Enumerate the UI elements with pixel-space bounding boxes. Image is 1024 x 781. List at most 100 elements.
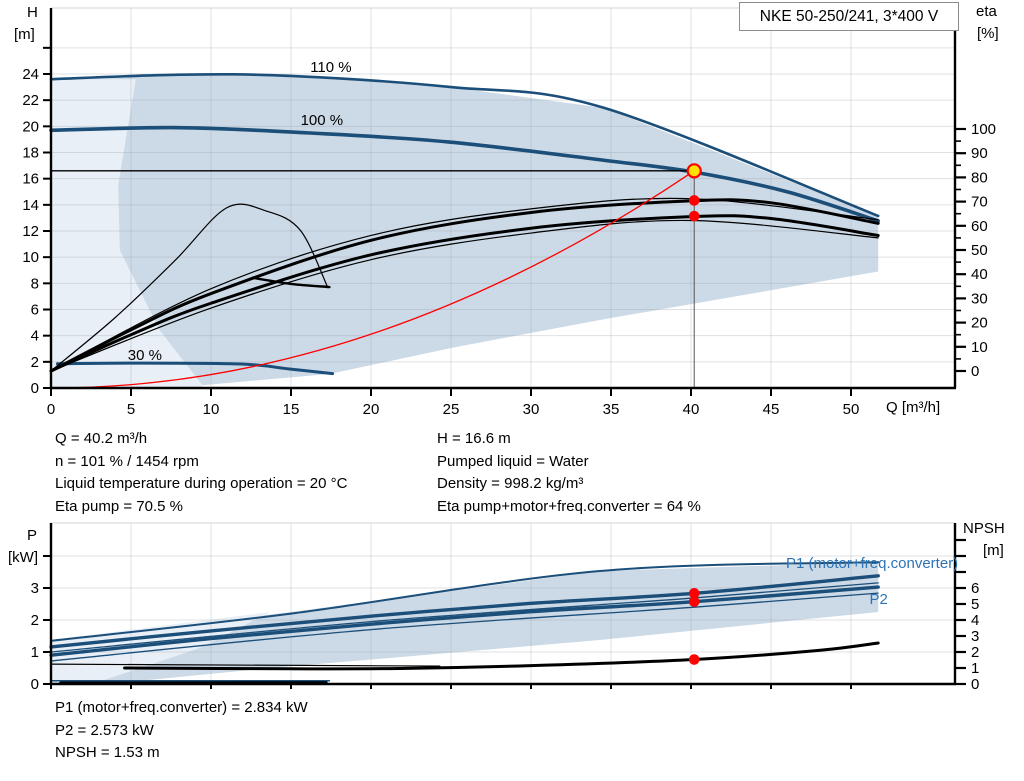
duty-info-right: H = 16.6 m Pumped liquid = Water Density… bbox=[437, 428, 701, 518]
tick-label: 110 % bbox=[310, 59, 351, 76]
tick-label: 30 bbox=[523, 401, 540, 418]
tick-label: 10 bbox=[971, 339, 988, 356]
tick-label: 45 bbox=[763, 401, 780, 418]
eta-pump-curve-thin bbox=[50, 197, 879, 372]
tick-label: 24 bbox=[22, 66, 39, 83]
tick-label: 1 bbox=[31, 644, 39, 661]
tick-label: 25 bbox=[443, 401, 460, 418]
tick-label: 80 bbox=[971, 169, 988, 186]
duty-info-left: Q = 40.2 m³/h n = 101 % / 1454 rpm Liqui… bbox=[55, 428, 347, 518]
h-axis-label: H bbox=[27, 4, 38, 21]
info-liquid: Pumped liquid = Water bbox=[437, 452, 589, 470]
tick-label: 70 bbox=[971, 194, 988, 211]
tick-label: 16 bbox=[22, 171, 39, 188]
tick-label: 8 bbox=[31, 275, 39, 292]
npsh-axis-unit: [m] bbox=[983, 542, 1004, 559]
p-low-thin-curve bbox=[50, 592, 879, 662]
p-mid-thin-curve bbox=[50, 582, 879, 653]
info-npsh: NPSH = 1.53 m bbox=[55, 744, 160, 761]
tick-label: 0 bbox=[47, 401, 55, 418]
tick-label: 60 bbox=[971, 218, 988, 235]
duty-parabola bbox=[50, 170, 695, 389]
tick-label: 100 bbox=[971, 121, 996, 138]
tick-label: 4 bbox=[31, 328, 39, 345]
eta-pump-curve bbox=[49, 198, 880, 373]
tick-label: 2 bbox=[31, 354, 39, 371]
head-curve-30pct bbox=[55, 361, 335, 376]
tick-label: 3 bbox=[31, 580, 39, 597]
tick-label: 3 bbox=[971, 628, 979, 645]
info-temperature: Liquid temperature during operation = 20… bbox=[55, 475, 348, 492]
tick-label: 6 bbox=[971, 580, 979, 597]
eta-axis-label: eta bbox=[976, 3, 997, 20]
duty-point-marker bbox=[686, 163, 702, 179]
p2-curve bbox=[49, 585, 880, 657]
p-axis-unit: [kW] bbox=[8, 549, 38, 566]
tick-label: 20 bbox=[971, 315, 988, 332]
tick-label: 0 bbox=[31, 380, 39, 397]
info-eta-total: Eta pump+motor+freq.converter = 64 % bbox=[437, 497, 701, 515]
tick-label: 6 bbox=[31, 302, 39, 319]
tick-label: P1 (motor+freq.converter) bbox=[786, 555, 958, 572]
npsh-curve bbox=[123, 641, 880, 671]
info-flow: Q = 40.2 m³/h bbox=[55, 430, 148, 447]
info-density: Density = 998.2 kg/m³ bbox=[437, 475, 584, 492]
pump-title-box: NKE 50-250/241, 3*400 V bbox=[739, 2, 959, 31]
tick-label: P2 bbox=[869, 591, 887, 608]
min-flow-light-band bbox=[51, 79, 205, 388]
tick-label: 90 bbox=[971, 145, 988, 162]
tick-label: 5 bbox=[971, 596, 979, 613]
tick-label: 14 bbox=[22, 197, 39, 214]
tick-label: 35 bbox=[603, 401, 620, 418]
eta-total-curve bbox=[49, 214, 880, 373]
tick-label: 100 % bbox=[301, 112, 344, 129]
power-band-top-edge bbox=[50, 561, 880, 642]
tick-label: 20 bbox=[22, 118, 39, 135]
tick-label: 18 bbox=[22, 145, 39, 162]
eta-pump-marker bbox=[688, 195, 700, 206]
p2-marker bbox=[688, 596, 700, 607]
info-speed: n = 101 % / 1454 rpm bbox=[55, 452, 199, 470]
p-axis-label: P bbox=[27, 527, 38, 544]
tick-label: 10 bbox=[22, 249, 39, 266]
head-curve-100pct bbox=[49, 125, 880, 223]
tick-label: 40 bbox=[971, 266, 988, 283]
power-info: P1 (motor+freq.converter) = 2.834 kW P2 … bbox=[55, 697, 308, 765]
head-curve-110pct bbox=[49, 72, 880, 218]
tick-label: 2 bbox=[31, 612, 39, 629]
tick-label: 0 bbox=[971, 676, 979, 693]
npsh-marker bbox=[688, 654, 700, 665]
eta-reduced-speed-curve bbox=[50, 203, 329, 372]
tick-label: 0 bbox=[971, 363, 979, 380]
tick-label: 30 % bbox=[128, 347, 162, 364]
tick-label: 30 bbox=[971, 290, 988, 307]
p-thin-black-line bbox=[50, 663, 441, 667]
p1-curve bbox=[49, 574, 880, 649]
eta-axis-unit: [%] bbox=[977, 25, 999, 42]
p1-marker bbox=[688, 588, 700, 599]
eta-total-marker bbox=[688, 210, 700, 222]
info-p1: P1 (motor+freq.converter) = 2.834 kW bbox=[55, 699, 308, 716]
speed-envelope-band bbox=[51, 74, 879, 389]
tick-label: 10 bbox=[203, 401, 220, 418]
tick-label: 5 bbox=[127, 401, 135, 418]
tick-label: 50 bbox=[971, 242, 988, 259]
eta-curve-end-segment bbox=[251, 276, 331, 289]
tick-label: 12 bbox=[22, 223, 39, 240]
info-head: H = 16.6 m bbox=[437, 430, 511, 447]
tick-label: 40 bbox=[683, 401, 700, 418]
q-axis-label: Q [m³/h] bbox=[886, 399, 941, 416]
eta-total-curve-thin bbox=[50, 219, 879, 372]
npsh-axis-label: NPSH bbox=[963, 520, 1005, 537]
info-p2: P2 = 2.573 kW bbox=[55, 721, 154, 739]
tick-label: 50 bbox=[843, 401, 860, 418]
tick-label: 4 bbox=[971, 612, 979, 629]
tick-label: 15 bbox=[283, 401, 300, 418]
tick-label: 0 bbox=[31, 676, 39, 693]
tick-label: 2 bbox=[971, 644, 979, 661]
tick-label: 22 bbox=[22, 92, 39, 109]
h-axis-unit: [m] bbox=[14, 26, 35, 43]
tick-label: 20 bbox=[363, 401, 380, 418]
